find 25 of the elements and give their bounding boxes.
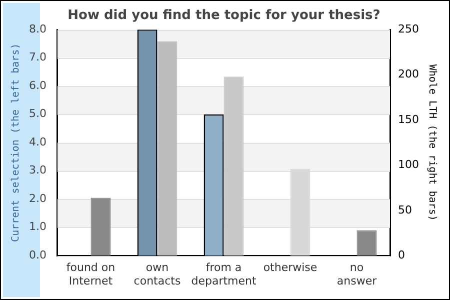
x-tick-label: found on Internet bbox=[66, 261, 116, 288]
y2-axis-title: Whole LTH (the right bars) bbox=[426, 64, 438, 221]
chart-title: How did you find the topic for your thesis? bbox=[68, 8, 380, 24]
y-tick-label: 5.0 bbox=[28, 107, 46, 120]
y-axis-title: Current selection (the left bars) bbox=[10, 43, 22, 242]
x-tick-label: no answer bbox=[336, 261, 378, 288]
y-tick-label: 7.0 bbox=[28, 50, 46, 64]
y2-tick-label: 0 bbox=[398, 248, 406, 262]
y-tick-label: 2.0 bbox=[28, 192, 46, 205]
y-tick-label: 8.0 bbox=[28, 22, 46, 36]
x-tick-label: otherwise bbox=[263, 261, 318, 274]
x-tick-label: own contacts bbox=[134, 261, 181, 288]
y-tick-label: 0.0 bbox=[28, 248, 46, 262]
y-tick-label: 1.0 bbox=[28, 220, 46, 234]
x-tick-label: from a department bbox=[191, 261, 257, 288]
bar bbox=[90, 198, 111, 256]
y-tick-label: 4.0 bbox=[28, 135, 46, 148]
y2-tick-label: 100 bbox=[398, 158, 420, 172]
bar bbox=[356, 230, 377, 256]
y2-tick-label: 250 bbox=[398, 22, 420, 36]
y2-tick-label: 150 bbox=[398, 112, 420, 126]
y2-tick-label: 200 bbox=[398, 68, 420, 81]
y-tick-label: 6.0 bbox=[28, 78, 46, 92]
y-tick-label: 3.0 bbox=[28, 164, 46, 177]
y2-tick-label: 50 bbox=[398, 203, 412, 216]
